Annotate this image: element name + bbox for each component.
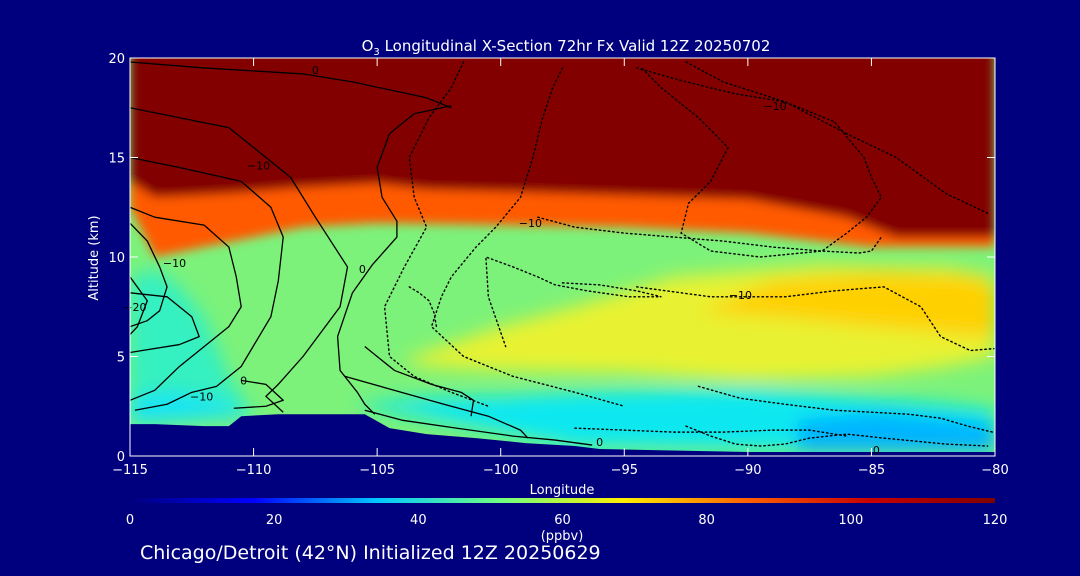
x-tick-label-4: −95 (611, 463, 638, 478)
field-yellow-orange (698, 272, 995, 337)
contour-solid-3 (130, 206, 242, 401)
contour-label-9: −10 (729, 289, 752, 302)
colorbar-tick-label-3: 60 (554, 513, 571, 528)
ozone-field (130, 58, 995, 456)
colorbar-tick-label-6: 120 (983, 513, 1008, 528)
contour-solid-0 (130, 61, 452, 109)
contour-solid-8 (233, 379, 284, 409)
contour-solid-11 (364, 409, 593, 446)
contour-label-0: 0 (312, 64, 319, 77)
x-tick-label-5: −90 (734, 463, 761, 478)
field-stratosphere (130, 58, 995, 238)
field-smooth-layers (130, 264, 995, 453)
contour-dotted-6 (408, 286, 438, 328)
y-axis-label: Altitude (km) (87, 215, 102, 300)
contour-dotted-5 (485, 255, 662, 348)
y-tick-label-2: 10 (108, 251, 125, 266)
contour-label-8: −10 (519, 217, 542, 230)
colorbar-tick-label-1: 20 (266, 513, 283, 528)
colorbar-unit: (ppbv) (541, 529, 584, 544)
contour-dotted-2 (635, 67, 883, 258)
contour-dotted-3 (685, 61, 989, 214)
contour-lines (130, 61, 995, 447)
colorbar-tick-label-5: 100 (838, 513, 863, 528)
contour-dotted-8 (697, 385, 994, 433)
colorbar (130, 498, 995, 503)
x-tick-label-1: −110 (236, 463, 272, 478)
contour-label-5: −10 (190, 390, 213, 403)
contour-dotted-9 (574, 427, 848, 437)
contour-label-2: 0 (359, 263, 366, 276)
field-low-blue (797, 412, 995, 453)
contour-label-11: 0 (873, 444, 880, 457)
initialization-caption: Chicago/Detroit (42°N) Initialized 12Z 2… (140, 542, 601, 564)
contour-solid-10 (344, 375, 529, 439)
contour-label-1: −10 (247, 159, 270, 172)
contour-label-7: −10 (763, 100, 786, 113)
contour-label-6: 0 (240, 374, 247, 387)
contour-solid-2 (130, 156, 284, 411)
y-tick-label-0: 0 (117, 450, 125, 465)
contour-label-4: −20 (123, 301, 146, 314)
x-axis: −115 −110 −105 −100 −95 −90 −85 −80 (112, 58, 1009, 478)
y-tick-label-1: 5 (117, 351, 125, 366)
contour-solid-6 (130, 292, 200, 354)
contour-solid-9 (364, 346, 475, 417)
y-axis: 0 5 10 15 20 (108, 52, 995, 465)
x-tick-label-6: −85 (858, 463, 885, 478)
field-west-low-cyan (130, 392, 254, 425)
contour-dotted-0 (383, 61, 490, 407)
x-tick-label-0: −115 (112, 463, 148, 478)
contour-label-10: 0 (596, 436, 603, 449)
contour-label-3: −10 (163, 257, 186, 270)
contour-solid-4 (130, 222, 168, 328)
x-tick-label-2: −105 (359, 463, 395, 478)
colorbar-tick-label-2: 40 (410, 513, 427, 528)
contour-dotted-1 (430, 67, 625, 407)
y-tick-label-4: 20 (108, 52, 125, 67)
x-axis-label: Longitude (530, 483, 595, 498)
y-tick-label-3: 15 (108, 152, 125, 167)
contour-labels: 0 −10 0 −10 −20 −10 0 −10 −10 −10 0 0 (123, 64, 880, 457)
terrain-mask (130, 414, 995, 456)
contour-solid-1 (130, 107, 349, 413)
contour-dotted-7 (635, 286, 995, 352)
contour-solid-7 (336, 105, 452, 415)
colorbar-tick-label-0: 0 (126, 513, 134, 528)
contour-dotted-4 (537, 216, 883, 254)
field-upper-layers (130, 58, 995, 257)
x-tick-label-3: −100 (483, 463, 519, 478)
contour-solid-5 (130, 276, 148, 336)
colorbar-tick-label-4: 80 (698, 513, 715, 528)
colorbar-ticks: 0 20 40 60 80 100 120 (126, 513, 1008, 528)
terrain-polygon (130, 414, 995, 456)
x-tick-label-7: −80 (981, 463, 1008, 478)
chart-title: O3 Longitudinal X-Section 72hr Fx Valid … (362, 37, 771, 58)
